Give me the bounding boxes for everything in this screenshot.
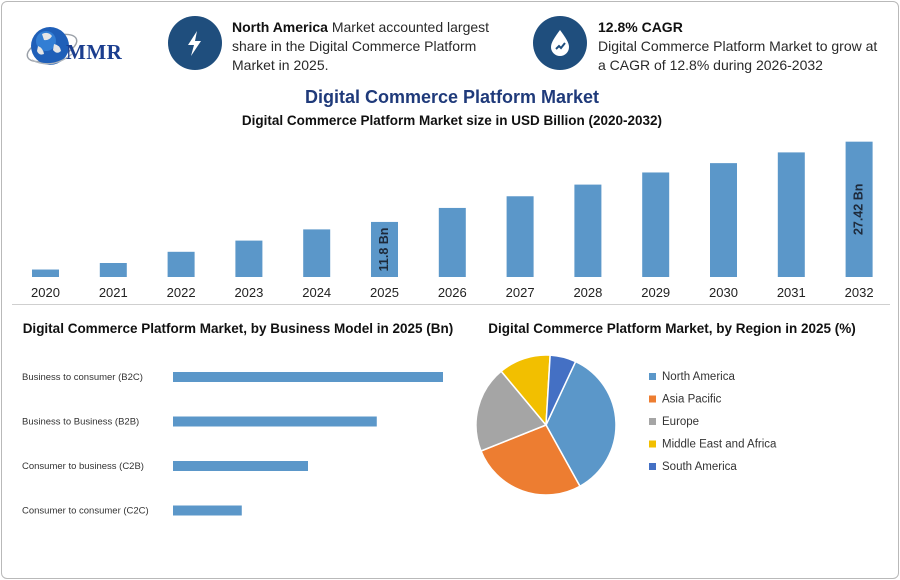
callout-text: Market accounted largest share in the Di… — [232, 19, 490, 73]
logo-text: MMR — [66, 40, 123, 64]
hbar-bar — [173, 372, 443, 382]
callout-bold: North America — [232, 19, 328, 35]
hbar-category-label: Consumer to business (C2B) — [22, 461, 144, 472]
bar-2020 — [32, 269, 59, 277]
bar-2029 — [642, 172, 670, 277]
x-tick-label: 2023 — [234, 285, 263, 300]
callout-badge — [168, 16, 222, 70]
bar-2021 — [99, 263, 127, 277]
legend-swatch — [649, 395, 656, 403]
bar-2032 — [845, 141, 873, 277]
callout-text: Digital Commerce Platform Market to grow… — [598, 38, 878, 73]
bar-chart-title: Digital Commerce Platform Market size in… — [241, 113, 663, 128]
hbar-bar — [173, 505, 242, 516]
main-title: Digital Commerce Platform Market — [304, 87, 600, 107]
x-tick-label: 2028 — [573, 285, 602, 300]
mmr-logo — [26, 27, 78, 65]
hbar-bar — [173, 461, 308, 471]
business-model-title: Digital Commerce Platform Market, by Bus… — [22, 321, 454, 336]
hbar-category-label: Consumer to consumer (C2C) — [22, 506, 149, 517]
bar-2031 — [777, 152, 805, 277]
bar-2024 — [303, 229, 331, 277]
x-tick-label: 2022 — [167, 285, 196, 300]
legend-label: Middle East and Africa — [662, 439, 777, 451]
x-tick-label: 2032 — [845, 285, 874, 300]
x-tick-label: 2027 — [506, 285, 535, 300]
legend-label: North America — [662, 371, 735, 383]
bar-2025 — [371, 221, 398, 277]
bar-2026 — [438, 207, 466, 277]
growth-icon — [551, 30, 569, 56]
business-model-bar-chart: Business to consumer (B2C) Business to Bu… — [22, 372, 443, 517]
x-tick-label: 2020 — [31, 285, 60, 300]
pie-slice — [545, 354, 577, 426]
lightning-icon — [188, 31, 201, 56]
pie-slice — [480, 424, 581, 496]
x-tick-label: 2030 — [709, 285, 738, 300]
hbar-category-label: Business to consumer (B2C) — [22, 372, 143, 383]
hbar-category-label: Business to Business (B2B) — [22, 417, 139, 428]
bar-2028 — [574, 184, 602, 277]
x-tick-label: 2021 — [99, 285, 128, 300]
bar-2027 — [506, 196, 534, 277]
market-size-bar-chart: 2020 2021 2022 2023 2024 2025 11.8 Bn 2026 2027 2… — [31, 141, 874, 300]
legend-label: South America — [662, 461, 737, 473]
legend-swatch — [649, 440, 656, 448]
x-tick-label: 2024 — [302, 285, 331, 300]
divider — [12, 304, 890, 305]
legend-swatch — [649, 418, 656, 425]
legend-swatch — [649, 373, 656, 380]
region-pie-chart: North America Asia Pacific Europe Middle Ea… — [475, 354, 777, 496]
x-tick-label: 2031 — [777, 285, 806, 300]
callout-bold: 12.8% CAGR — [598, 19, 683, 35]
x-tick-label: 2025 — [370, 285, 399, 300]
region-title: Digital Commerce Platform Market, by Reg… — [488, 321, 856, 336]
legend-label: Asia Pacific — [662, 394, 722, 406]
bar-data-label: 27.42 Bn — [851, 184, 865, 235]
x-tick-label: 2029 — [641, 285, 670, 300]
legend-swatch — [649, 463, 656, 470]
bar-2023 — [235, 240, 263, 277]
x-tick-label: 2026 — [438, 285, 467, 300]
callout-badge — [533, 16, 587, 70]
pie-slice — [475, 370, 548, 452]
bar-2030 — [710, 163, 737, 277]
legend-label: Europe — [662, 416, 699, 428]
bar-data-label: 11.8 Bn — [377, 228, 391, 272]
callout-north-america: North America Market accounted largest s… — [232, 18, 512, 75]
hbar-bar — [173, 416, 377, 427]
bar-2022 — [167, 251, 195, 277]
callout-cagr: 12.8% CAGR Digital Commerce Platform Mar… — [598, 18, 888, 75]
